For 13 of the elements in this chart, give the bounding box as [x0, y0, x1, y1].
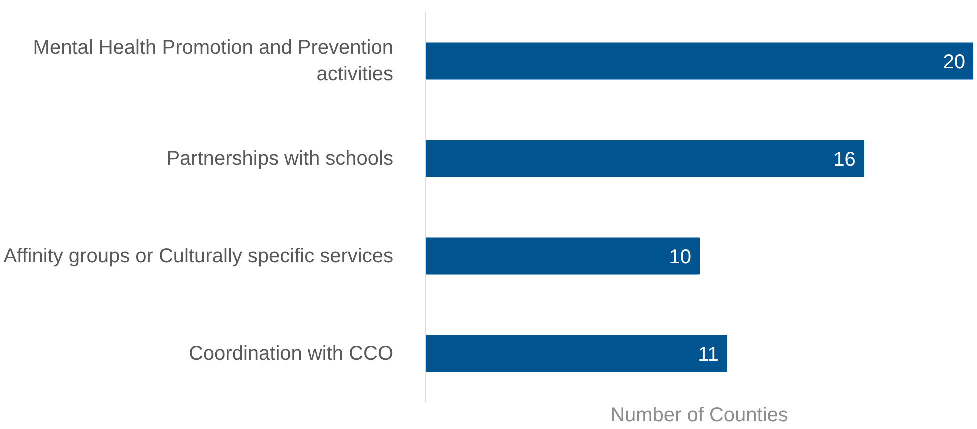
bar	[426, 238, 700, 275]
data-label: 16	[834, 148, 856, 171]
bar	[426, 140, 864, 178]
bar	[426, 335, 728, 372]
y-tick-label: Coordination with CCO	[188, 342, 394, 365]
y-tick-label: Mental Health Promotion and Prevention activities	[33, 37, 394, 86]
bar	[426, 42, 974, 80]
data-label: 11	[698, 344, 719, 366]
data-label: 20	[943, 51, 966, 74]
data-label: 10	[669, 246, 692, 268]
x-axis-title: Number of Counties	[610, 404, 788, 426]
y-tick-label: Partnerships with schools	[166, 148, 394, 170]
y-tick-label: Affinity groups or Culturally specific services	[4, 245, 394, 268]
